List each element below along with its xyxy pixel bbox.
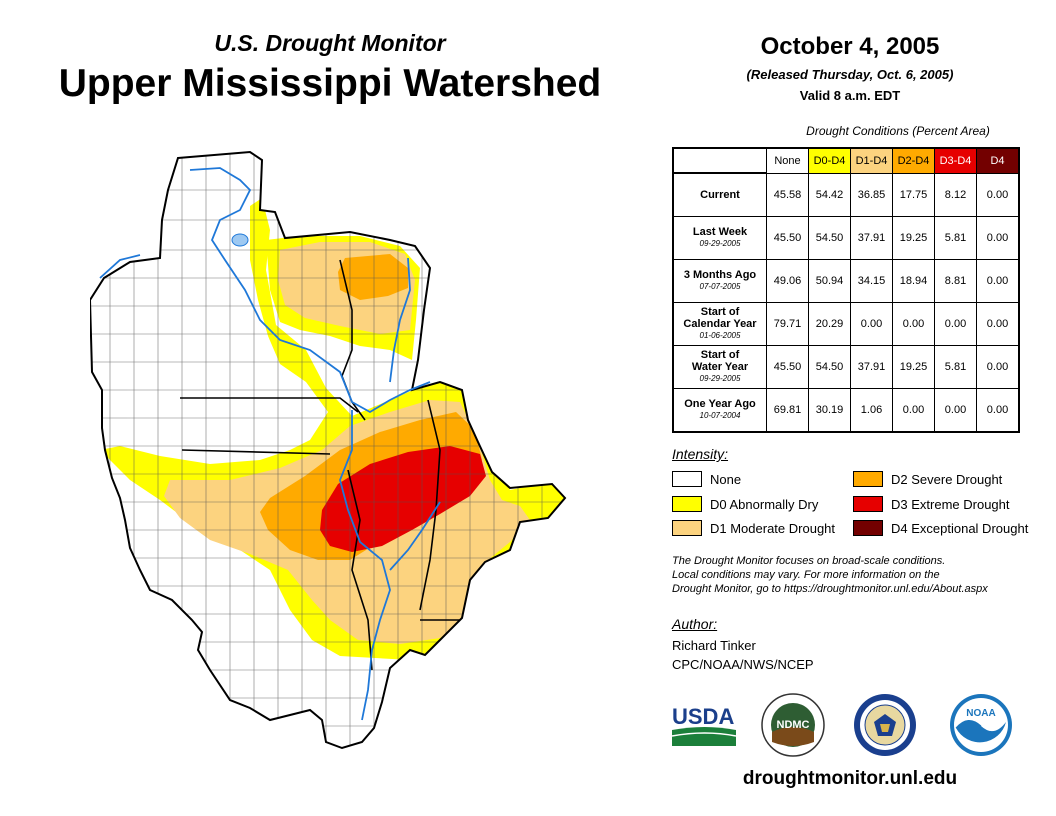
- release-date: (Released Thursday, Oct. 6, 2005): [746, 67, 954, 82]
- table-cell: 17.75: [892, 172, 935, 217]
- table-cell: 0.00: [976, 302, 1020, 346]
- website-url: droughtmonitor.unl.edu: [742, 768, 958, 789]
- table-cell: 0.00: [892, 388, 935, 433]
- legend-swatch: [853, 471, 883, 487]
- table-row: Current 45.58 54.42 36.85 17.75 8.12 0.0…: [672, 172, 1020, 217]
- valid-time: Valid 8 a.m. EDT: [799, 88, 901, 103]
- table-cell: 0.00: [850, 302, 893, 346]
- table-cell: 5.81: [934, 345, 977, 389]
- table-cell: 50.94: [808, 259, 851, 303]
- legend-swatch: [672, 496, 702, 512]
- author-heading: Author:: [672, 616, 718, 632]
- legend-swatch: [672, 471, 702, 487]
- legend-item-d0: D0 Abnormally Dry: [672, 496, 818, 512]
- legend-swatch: [853, 496, 883, 512]
- table-cell: 0.00: [976, 172, 1020, 217]
- table-cell: 37.91: [850, 216, 893, 260]
- commerce-seal-icon: [854, 694, 916, 756]
- table-cell: 0.00: [976, 216, 1020, 260]
- legend-label: D2 Severe Drought: [891, 471, 1003, 487]
- table-cell: 54.50: [808, 345, 851, 389]
- legend-swatch: [672, 520, 702, 536]
- table-cell: 0.00: [976, 345, 1020, 389]
- table-cell: 8.12: [934, 172, 977, 217]
- table-cell: 0.00: [976, 388, 1020, 433]
- table-cell: 45.50: [766, 216, 809, 260]
- noaa-logo-icon: NOAA: [950, 694, 1012, 756]
- table-cell: 49.06: [766, 259, 809, 303]
- table-cell: 0.00: [976, 259, 1020, 303]
- legend-item-d3: D3 Extreme Drought: [853, 496, 1010, 512]
- table-cell: 45.50: [766, 345, 809, 389]
- author-org: CPC/NOAA/NWS/NCEP: [672, 657, 814, 672]
- disclaimer-note: The Drought Monitor focuses on broad-sca…: [672, 555, 988, 595]
- row-label: One Year Ago 10-07-2004: [672, 388, 767, 433]
- table-cell: 19.25: [892, 345, 935, 389]
- legend-title: Intensity:: [672, 446, 729, 462]
- table-cell: 0.00: [934, 302, 977, 346]
- map-subtitle: U.S. Drought Monitor: [214, 30, 446, 56]
- row-label: Start of Water Year 09-29-2005: [672, 345, 767, 389]
- table-cell: 8.81: [934, 259, 977, 303]
- legend-label: D4 Exceptional Drought: [891, 520, 1029, 536]
- table-cell: 0.00: [934, 388, 977, 433]
- table-caption: Drought Conditions (Percent Area): [806, 124, 990, 138]
- table-cell: 45.58: [766, 172, 809, 217]
- table-row: Start of Water Year 09-29-2005 45.50 54.50…: [672, 345, 1020, 389]
- ndmc-logo-icon: NDMC: [761, 693, 825, 757]
- legend-item-none: None: [672, 471, 741, 487]
- table-cell: 30.19: [808, 388, 851, 433]
- table-cell: 69.81: [766, 388, 809, 433]
- col-header-d1-d4: D1-D4: [850, 147, 893, 174]
- table-cell: 1.06: [850, 388, 893, 433]
- legend-item-d2: D2 Severe Drought: [853, 471, 1002, 487]
- drought-conditions-table: None D0-D4 D1-D4 D2-D4 D3-D4 D4 Current …: [672, 147, 1020, 433]
- map-date: October 4, 2005: [760, 33, 940, 60]
- row-label: 3 Months Ago 07-07-2005: [672, 259, 767, 303]
- table-row: Start of Calendar Year 01-06-2005 79.71 20…: [672, 302, 1020, 346]
- table-cell: 37.91: [850, 345, 893, 389]
- table-cell: 0.00: [892, 302, 935, 346]
- table-row: 3 Months Ago 07-07-2005 49.06 50.94 34.15…: [672, 259, 1020, 303]
- col-header-d4: D4: [976, 147, 1020, 174]
- legend-item-d1: D1 Moderate Drought: [672, 520, 835, 536]
- svg-text:NOAA: NOAA: [966, 708, 995, 719]
- col-header-d0-d4: D0-D4: [808, 147, 851, 174]
- col-header-d3-d4: D3-D4: [934, 147, 977, 174]
- legend-label: D0 Abnormally Dry: [710, 496, 819, 512]
- table-row: Last Week 09-29-2005 45.50 54.50 37.91 19…: [672, 216, 1020, 260]
- legend-label: D3 Extreme Drought: [891, 496, 1010, 512]
- table-cell: 20.29: [808, 302, 851, 346]
- table-cell: 5.81: [934, 216, 977, 260]
- table-cell: 18.94: [892, 259, 935, 303]
- table-cell: 79.71: [766, 302, 809, 346]
- legend-item-d4: D4 Exceptional Drought: [853, 520, 1028, 536]
- legend-label: None: [710, 471, 742, 487]
- row-label: Current: [672, 172, 767, 217]
- col-header-none: None: [766, 147, 809, 174]
- map-title: Upper Mississippi Watershed: [58, 62, 602, 105]
- svg-text:NDMC: NDMC: [777, 719, 810, 731]
- row-label: Start of Calendar Year 01-06-2005: [672, 302, 767, 346]
- author-name: Richard Tinker: [672, 638, 756, 653]
- usda-logo-icon: USDA: [671, 704, 737, 746]
- legend-label: D1 Moderate Drought: [710, 520, 836, 536]
- table-cell: 34.15: [850, 259, 893, 303]
- table-cell: 19.25: [892, 216, 935, 260]
- legend-swatch: [853, 520, 883, 536]
- col-header-d2-d4: D2-D4: [892, 147, 935, 174]
- drought-map: [90, 150, 567, 750]
- table-corner: [673, 148, 767, 174]
- table-cell: 54.42: [808, 172, 851, 217]
- table-cell: 36.85: [850, 172, 893, 217]
- row-label: Last Week 09-29-2005: [672, 216, 767, 260]
- svg-text:USDA: USDA: [672, 704, 734, 729]
- table-cell: 54.50: [808, 216, 851, 260]
- table-row: One Year Ago 10-07-2004 69.81 30.19 1.06 …: [672, 388, 1020, 433]
